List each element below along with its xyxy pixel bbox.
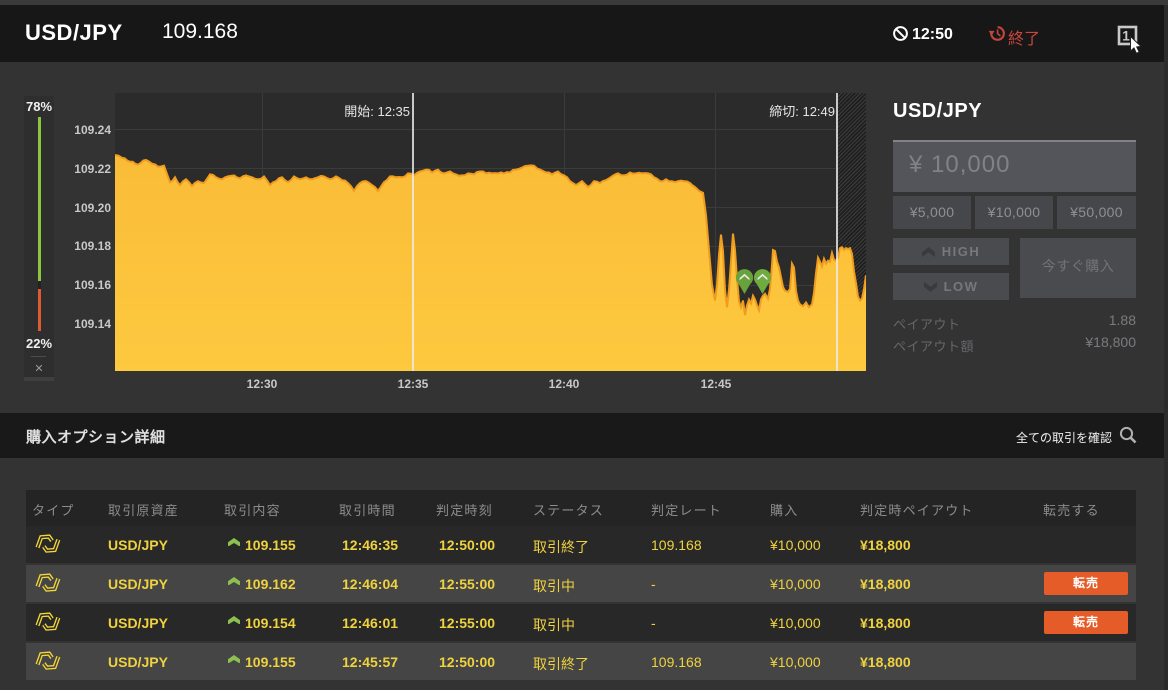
svg-text:1: 1 [1122, 29, 1130, 44]
